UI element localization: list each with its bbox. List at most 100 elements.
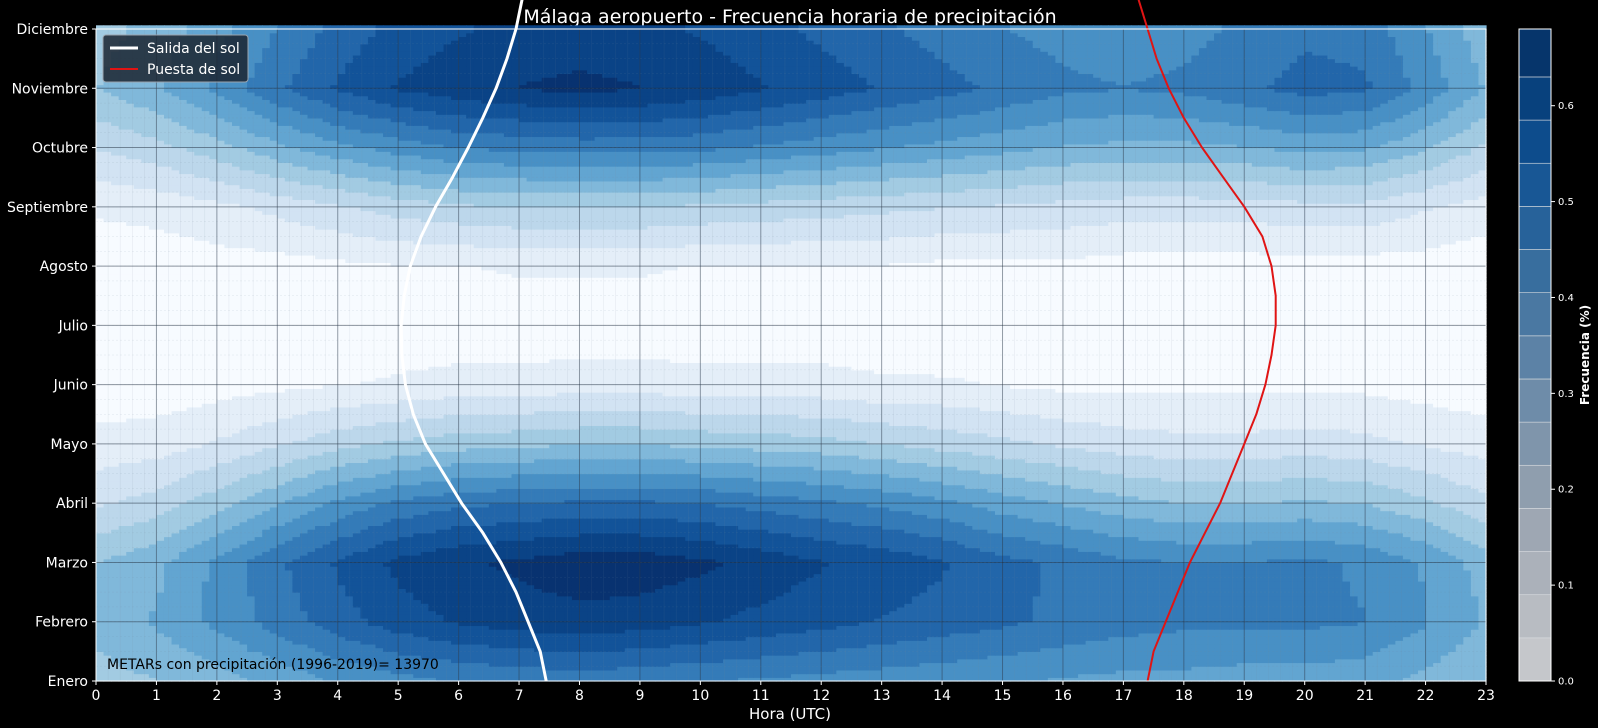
heatmap-cell [851, 621, 860, 627]
heatmap-cell [420, 621, 429, 627]
heatmap-cell [851, 618, 860, 623]
heatmap-cell [700, 636, 709, 641]
heatmap-cell [602, 655, 611, 660]
heatmap-cell [420, 643, 429, 649]
heatmap-cell [262, 643, 271, 649]
heatmap-cell [201, 592, 210, 597]
heatmap-cell [390, 603, 399, 608]
heatmap-cell [821, 599, 830, 604]
heatmap-cell [186, 647, 195, 652]
heatmap-cell [1055, 643, 1064, 649]
heatmap-cell [1214, 662, 1223, 667]
heatmap-cell [352, 655, 361, 660]
heatmap-cell [549, 618, 558, 623]
heatmap-cell [994, 625, 1004, 630]
heatmap-cell [322, 599, 331, 604]
heatmap-cell [662, 625, 671, 630]
heatmap-cell [1236, 603, 1245, 608]
heatmap-cell [292, 677, 301, 682]
heatmap-cell [1070, 673, 1079, 678]
heatmap-cell [292, 629, 301, 634]
heatmap-cell [677, 673, 686, 678]
heatmap-cell [1047, 584, 1056, 589]
heatmap-cell [602, 603, 611, 608]
heatmap-cell [828, 625, 837, 630]
heatmap-cell [1198, 584, 1208, 589]
heatmap-cell [458, 606, 467, 612]
heatmap-cell [118, 599, 127, 604]
heatmap-cell [398, 599, 407, 604]
heatmap-cell [1040, 655, 1049, 660]
heatmap-cell [1221, 655, 1230, 660]
heatmap-cell [383, 658, 392, 664]
heatmap-cell [443, 595, 452, 601]
heatmap-cell [994, 640, 1004, 645]
heatmap-cell [889, 647, 898, 652]
heatmap-cell [919, 592, 928, 597]
heatmap-cell [889, 603, 898, 608]
heatmap-cell [541, 647, 550, 652]
heatmap-cell [624, 618, 633, 623]
heatmap-cell [231, 636, 241, 641]
heatmap-cell [866, 658, 875, 664]
heatmap-cell [587, 584, 596, 589]
heatmap-cell [934, 595, 943, 601]
heatmap-cell [556, 610, 565, 615]
heatmap-cell [1342, 621, 1351, 627]
heatmap-cell [1304, 632, 1313, 638]
heatmap-cell [1425, 666, 1434, 671]
heatmap-cell [473, 606, 482, 612]
heatmap-cell [874, 599, 883, 604]
heatmap-cell [564, 636, 573, 641]
heatmap-cell [1123, 603, 1132, 608]
heatmap-cell [503, 669, 513, 675]
heatmap-cell [1478, 666, 1487, 671]
heatmap-cell [534, 673, 543, 678]
heatmap-cell [730, 636, 739, 641]
heatmap-cell [1274, 658, 1283, 664]
heatmap-cell [1448, 636, 1457, 641]
heatmap-cell [692, 669, 701, 675]
heatmap-cell [919, 599, 928, 604]
heatmap-cell [1448, 603, 1457, 608]
heatmap-cell [821, 640, 830, 645]
heatmap-cell [851, 580, 860, 586]
heatmap-cell [466, 610, 475, 615]
heatmap-cell [435, 584, 445, 589]
heatmap-cell [1455, 640, 1464, 645]
heatmap-cell [775, 662, 785, 667]
heatmap-cell [1440, 651, 1449, 656]
heatmap-cell [443, 655, 452, 660]
heatmap-cell [957, 614, 966, 619]
heatmap-cell [1380, 599, 1389, 604]
heatmap-cell [753, 655, 762, 660]
heatmap-cell [1289, 606, 1298, 612]
heatmap-cell [677, 603, 686, 608]
heatmap-cell [881, 599, 890, 604]
heatmap-cell [337, 655, 346, 660]
heatmap-cell [639, 595, 649, 601]
heatmap-cell [383, 614, 392, 619]
heatmap-cell [579, 643, 588, 649]
heatmap-cell [926, 629, 936, 634]
heatmap-cell [791, 588, 800, 593]
heatmap-cell [126, 614, 135, 619]
heatmap-cell [1062, 584, 1072, 589]
heatmap-cell [1470, 621, 1480, 627]
heatmap-cell [1002, 625, 1011, 630]
heatmap-cell [1402, 669, 1412, 675]
heatmap-cell [1055, 669, 1064, 675]
heatmap-cell [1032, 647, 1041, 652]
heatmap-cell [972, 606, 981, 612]
heatmap-cell [594, 673, 603, 678]
heatmap-cell [534, 669, 543, 675]
heatmap-cell [503, 618, 513, 623]
heatmap-cell [398, 595, 407, 601]
heatmap-cell [1289, 603, 1298, 608]
heatmap-cell [798, 606, 807, 612]
heatmap-cell [1319, 621, 1328, 627]
heatmap-cell [1161, 658, 1170, 664]
heatmap-cell [1176, 592, 1185, 597]
heatmap-cell [337, 595, 346, 601]
heatmap-cell [972, 584, 981, 589]
